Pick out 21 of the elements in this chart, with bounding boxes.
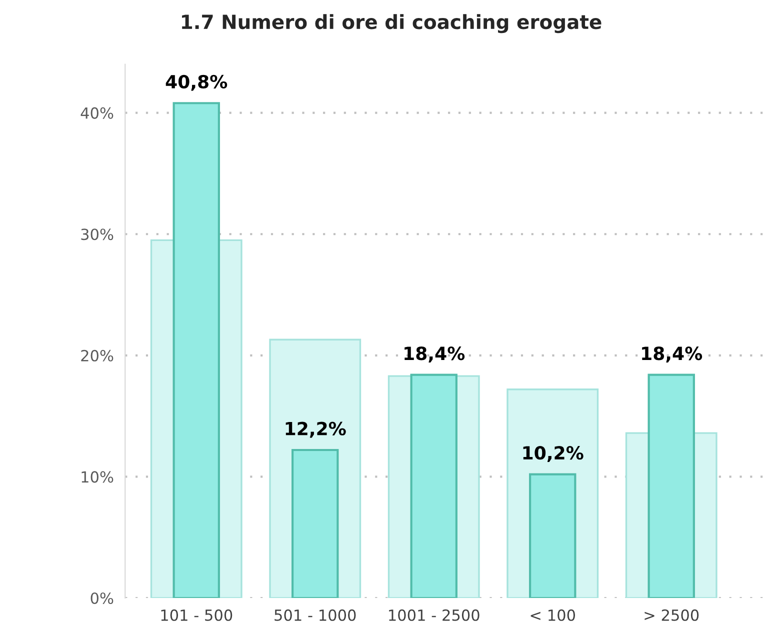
bar — [172, 102, 220, 598]
bar — [529, 473, 576, 598]
data-label: 18,4% — [642, 346, 702, 363]
data-label: 18,4% — [404, 346, 465, 363]
bar — [648, 374, 695, 598]
x-tick-label: 501 - 1000 — [274, 609, 356, 621]
x-tick-label: < 100 — [530, 609, 576, 621]
x-tick-label: > 2500 — [644, 609, 699, 621]
chart-title: 1.7 Numero di ore di coaching erogate — [182, 14, 602, 34]
x-tick-label: 1001 - 2500 — [389, 609, 480, 621]
data-label: 12,2% — [286, 422, 346, 438]
bar — [292, 448, 339, 598]
data-label: 10,2% — [523, 446, 584, 462]
data-label: 40,8% — [166, 74, 228, 91]
y-tick-label: 0% — [90, 592, 114, 604]
y-tick-label: 30% — [81, 228, 114, 240]
y-tick-label: 10% — [82, 471, 114, 483]
x-tick-label: 101 - 500 — [161, 609, 232, 621]
bar — [410, 374, 458, 598]
y-tick-label: 20% — [81, 350, 114, 362]
y-tick-label: 40% — [80, 107, 114, 119]
